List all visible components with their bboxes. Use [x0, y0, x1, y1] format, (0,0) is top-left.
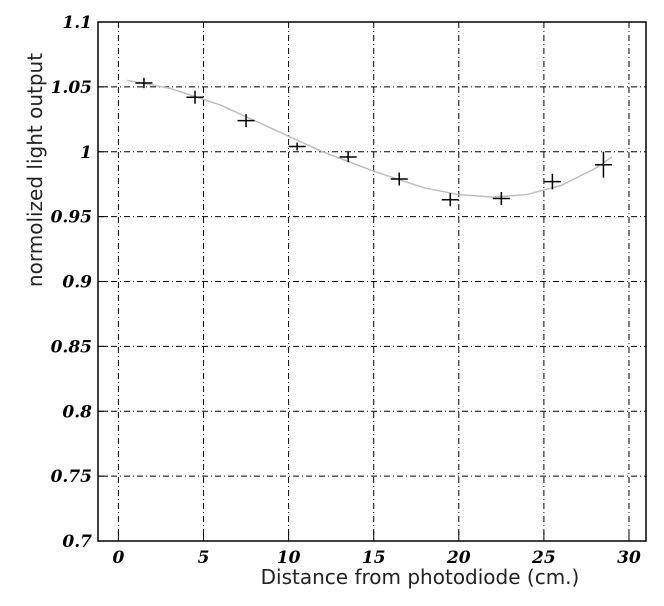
y-tick-label: 0.7: [62, 532, 92, 552]
y-tick-label: 0.8: [62, 402, 92, 422]
y-axis-title: normolized light output: [23, 53, 47, 287]
y-tick-label: 0.9: [62, 273, 92, 293]
y-tick-label: 1.05: [51, 78, 92, 98]
x-axis-title: Distance from photodiode (cm.): [261, 565, 580, 589]
x-tick-label: 30: [617, 548, 641, 568]
x-tick-label: 20: [446, 548, 471, 568]
x-tick-label: 25: [531, 548, 556, 568]
x-tick-label: 0: [113, 548, 125, 568]
y-tick-label: 0.85: [51, 337, 92, 357]
x-tick-label: 15: [362, 548, 386, 568]
y-tick-label: 1: [80, 143, 92, 163]
x-tick-label: 10: [277, 548, 301, 568]
fit-curve: [126, 79, 613, 198]
x-tick-label: 5: [198, 548, 210, 568]
y-tick-label: 0.75: [51, 467, 92, 487]
y-tick-label: 0.95: [51, 208, 92, 228]
y-tick-label: 1.1: [62, 13, 92, 33]
